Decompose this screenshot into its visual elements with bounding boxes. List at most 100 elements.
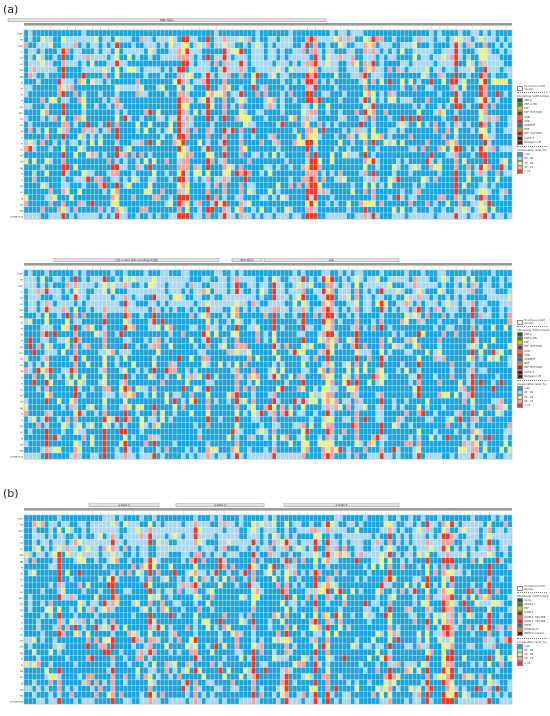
heatmap-cell [362,96,368,104]
heatmap-cell [23,109,29,116]
grid-border [23,29,513,220]
heatmap-cell [358,275,364,283]
heatmap-cell [313,157,318,165]
heatmap-cell [338,48,343,55]
heatmap-cell [284,90,289,98]
heatmap-cell [201,188,207,195]
heatmap-cell [73,84,78,92]
heatmap-cell [400,157,405,165]
heatmap-cell [143,206,149,214]
heatmap-cell [147,275,153,283]
heatmap-cell [272,103,277,110]
heatmap-cell [114,269,120,277]
heatmap-cell [404,84,409,92]
heatmap-cell [139,300,145,307]
heatmap-cell [325,164,331,171]
heatmap-cell [267,294,273,301]
heatmap-cell [379,127,384,134]
heatmap-cell [36,282,41,289]
heatmap-cell [408,42,413,49]
heatmap-cell [48,164,54,171]
heatmap-cell [201,54,207,61]
heatmap-cell [61,212,66,220]
heatmap-cell [334,78,339,86]
heatmap-cell [185,288,190,295]
heatmap-cell [139,96,145,104]
heatmap-cell [214,42,219,49]
heatmap-cell [234,84,240,92]
heatmap-cell [247,170,252,177]
heatmap-cell [102,84,107,92]
heatmap-cell [391,275,397,283]
heatmap-cell [259,294,264,301]
heatmap-cell [404,151,409,159]
heatmap-cell [197,200,202,208]
heatmap-cell [32,275,37,283]
heatmap-cell [321,96,327,104]
heatmap-cell [181,66,186,73]
heatmap-cell [135,29,140,37]
heatmap-cell [156,200,161,208]
heatmap-cell [375,115,380,122]
heatmap-cell [499,78,504,86]
heatmap-cell [181,103,186,110]
heatmap-cell [404,200,409,208]
heatmap-cell [420,269,426,277]
heatmap-cell [189,78,194,86]
heatmap-cell [284,66,289,73]
heatmap-cell [164,145,169,153]
heatmap-cell [391,60,397,67]
heatmap-cell [313,194,318,201]
heatmap-cell [466,54,471,61]
heatmap-cell [65,170,70,177]
heatmap-cell [193,103,198,110]
heatmap-cell [152,72,157,79]
heatmap-cell [214,84,219,92]
heatmap-cell [338,294,343,301]
heatmap-cell [313,139,318,147]
heatmap-cell [23,182,29,189]
heatmap-cell [420,127,426,134]
heatmap-cell [416,200,422,208]
heatmap-cell [247,78,252,86]
heatmap-cell [110,54,116,61]
heatmap-cell [48,133,54,140]
heatmap-cell [69,29,74,37]
heatmap-cell [425,212,430,220]
heatmap-cell [32,115,37,122]
heatmap-cell [292,42,298,49]
heatmap-cell [230,200,236,208]
heatmap-cell [462,72,467,79]
heatmap-cell [251,60,256,67]
heatmap-cell [189,275,194,283]
heatmap-cell [272,200,277,208]
heatmap-cell [61,48,66,55]
heatmap-cell [23,312,29,319]
heatmap-cell [404,182,409,189]
heatmap-cell [267,42,273,49]
heatmap-cell [90,312,95,319]
heatmap-cell [172,318,178,326]
heatmap-cell [325,29,331,37]
row-label: ag [20,167,24,170]
heatmap-cell [313,188,318,195]
heatmap-cell [255,170,260,177]
heatmap-cell [433,127,438,134]
heatmap-cell [193,72,198,79]
heatmap-cell [375,176,380,183]
heatmap-cell [56,121,62,128]
heatmap-cell [259,288,264,295]
heatmap-cell [503,200,508,208]
heatmap-cell [499,157,504,165]
heatmap-cell [218,29,223,37]
heatmap-cell [280,78,285,86]
heatmap-cell [478,188,484,195]
heatmap-cell [313,164,318,171]
heatmap-cell [48,35,54,43]
heatmap-cell [503,54,508,61]
heatmap-cell [164,66,169,73]
heatmap-cell [114,72,120,79]
heatmap-cell [445,84,451,92]
heatmap-cell [276,206,281,214]
heatmap-cell [437,115,442,122]
